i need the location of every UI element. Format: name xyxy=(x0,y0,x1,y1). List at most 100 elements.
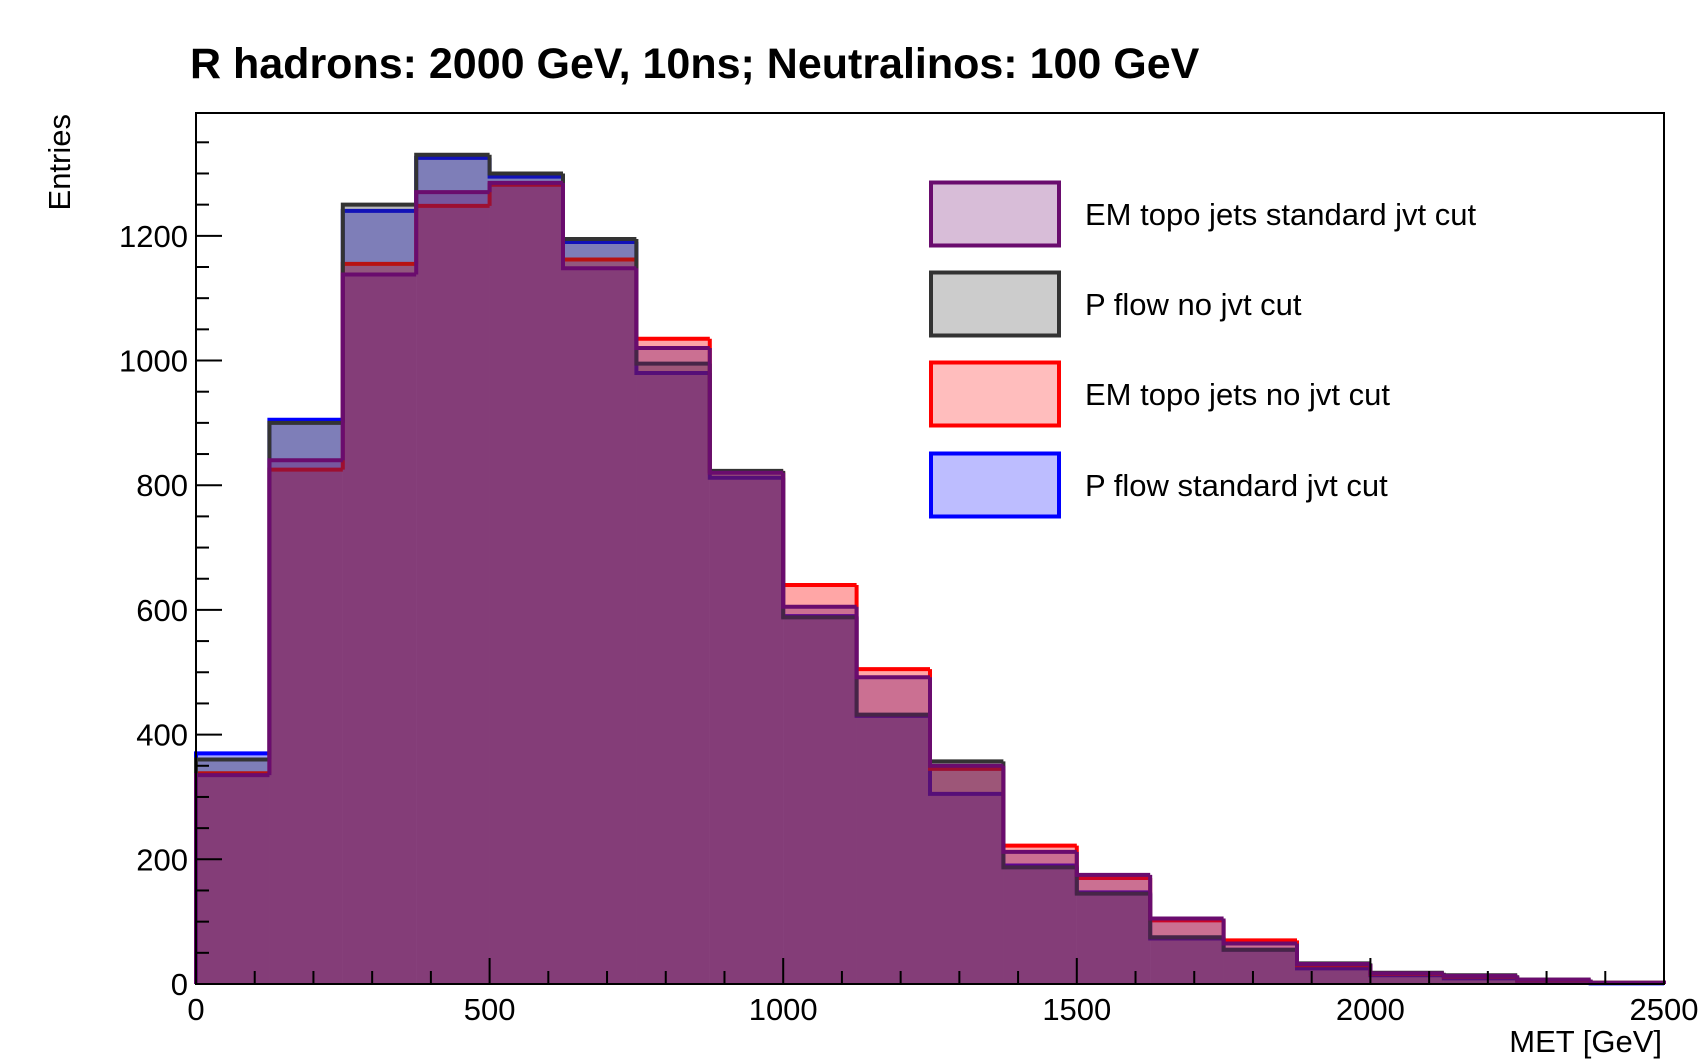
bar xyxy=(1150,937,1224,984)
bar xyxy=(856,677,930,984)
legend-label: P flow standard jvt cut xyxy=(1085,468,1388,503)
y-tick-label: 1000 xyxy=(119,344,188,379)
bar xyxy=(1223,949,1297,984)
chart-title: R hadrons: 2000 GeV, 10ns; Neutralinos: … xyxy=(190,40,1200,88)
bar xyxy=(1223,943,1297,984)
bar xyxy=(342,274,417,984)
bar-outline xyxy=(707,348,784,475)
bar xyxy=(709,477,784,984)
bar xyxy=(636,372,710,984)
bar-outline xyxy=(781,472,857,609)
bar xyxy=(636,348,710,985)
bar xyxy=(1297,965,1371,984)
bar-outline xyxy=(1148,874,1224,921)
bar xyxy=(563,242,637,985)
bar-outline xyxy=(267,458,343,776)
bar xyxy=(856,714,930,984)
bar xyxy=(856,715,930,984)
bar xyxy=(1223,940,1297,984)
bar xyxy=(709,470,784,984)
bar-outline xyxy=(340,272,417,461)
bar xyxy=(196,773,270,984)
bar xyxy=(196,753,270,984)
bar xyxy=(709,472,784,984)
bar xyxy=(1443,978,1518,984)
bar xyxy=(416,154,490,985)
y-tick-label: 1200 xyxy=(119,219,188,254)
bar xyxy=(783,616,857,984)
bar xyxy=(269,460,343,985)
bar xyxy=(1517,979,1591,984)
bar xyxy=(783,584,857,984)
bar xyxy=(1076,892,1151,984)
bar xyxy=(1297,968,1371,984)
bar xyxy=(709,471,784,984)
bar xyxy=(1443,976,1518,984)
legend-swatch xyxy=(929,360,1061,428)
bar xyxy=(342,204,417,985)
bar xyxy=(1003,865,1077,984)
bar-outline xyxy=(487,180,563,193)
bar xyxy=(636,363,710,984)
bar-outline xyxy=(561,182,637,271)
bar-outline xyxy=(854,606,930,680)
bar xyxy=(1003,851,1077,984)
bar xyxy=(930,793,1004,984)
bar xyxy=(783,606,857,984)
y-tick-label: 200 xyxy=(136,842,188,877)
legend-label: P flow no jvt cut xyxy=(1085,287,1302,322)
bar xyxy=(1370,972,1444,984)
bar xyxy=(1076,878,1151,984)
bar-outline xyxy=(1295,943,1371,967)
legend-swatch xyxy=(929,451,1061,519)
legend-label: EM topo jets no jvt cut xyxy=(1085,377,1390,412)
x-tick-label: 0 xyxy=(187,992,204,1027)
bar-outline xyxy=(414,190,490,275)
x-tick-label: 2500 xyxy=(1630,992,1698,1027)
bar xyxy=(489,184,563,984)
bar-outline xyxy=(1515,975,1591,982)
bar xyxy=(1443,975,1518,984)
bar xyxy=(563,268,637,985)
bar-outline xyxy=(1074,851,1151,877)
bar xyxy=(1443,975,1518,984)
bar xyxy=(930,768,1004,984)
bar xyxy=(489,182,563,984)
y-tick-label: 800 xyxy=(136,468,188,503)
bar xyxy=(489,173,563,985)
bar-outline xyxy=(487,154,563,176)
bar xyxy=(1370,975,1444,984)
bar xyxy=(1370,973,1444,984)
bar xyxy=(416,205,490,984)
bar xyxy=(636,338,710,984)
bar xyxy=(1003,867,1077,984)
bar-outline xyxy=(1441,973,1518,978)
y-tick-label: 400 xyxy=(136,718,188,753)
bar xyxy=(416,192,490,984)
bar xyxy=(489,176,563,984)
bar xyxy=(1517,979,1591,984)
bar xyxy=(1150,918,1224,984)
bar xyxy=(342,210,417,985)
bar-outline xyxy=(414,152,490,205)
bar-outline xyxy=(928,677,1004,768)
bar xyxy=(416,157,490,984)
bar-outline xyxy=(1221,918,1297,946)
bar xyxy=(563,238,637,984)
bar xyxy=(1297,964,1371,984)
bar xyxy=(1150,920,1224,984)
bar xyxy=(269,419,343,985)
bar-outline xyxy=(1001,765,1077,854)
bar xyxy=(196,775,270,984)
x-tick-label: 1500 xyxy=(1042,992,1111,1027)
bar xyxy=(1223,949,1297,984)
x-tick-label: 1000 xyxy=(749,992,818,1027)
bar xyxy=(563,259,637,984)
bar xyxy=(1076,893,1151,984)
bar xyxy=(856,669,930,984)
bar xyxy=(930,761,1004,984)
x-tick-label: 500 xyxy=(464,992,516,1027)
bar xyxy=(269,469,343,985)
